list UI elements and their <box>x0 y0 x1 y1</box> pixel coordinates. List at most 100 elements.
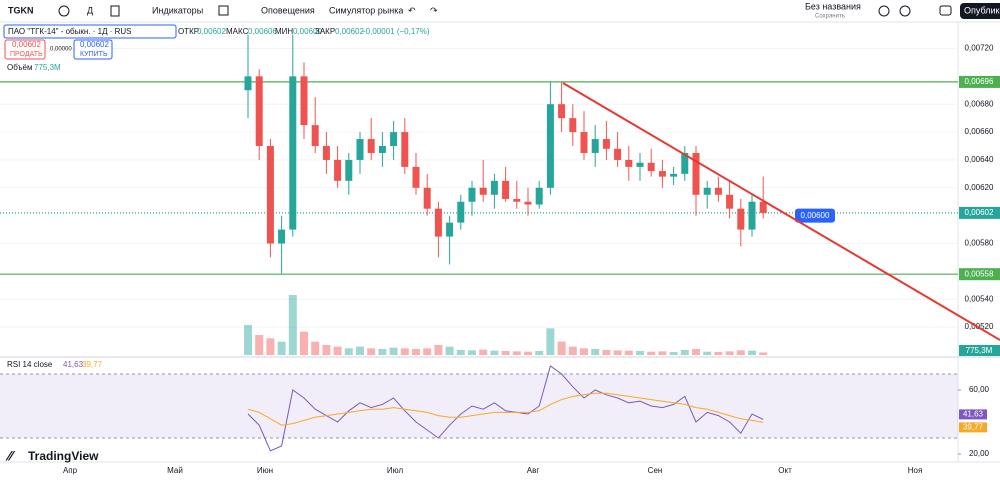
candle-body <box>692 152 700 195</box>
volume-bar <box>479 349 488 355</box>
volume-bar <box>400 348 409 355</box>
price-label-bg <box>959 75 1000 88</box>
sell-label[interactable]: ПРОДАТЬ <box>10 51 43 58</box>
volume-bar <box>636 351 644 355</box>
volume-bar <box>680 350 689 355</box>
candle-body <box>479 187 487 195</box>
time-label: Май <box>167 466 183 475</box>
volume-label-bg <box>959 345 1000 356</box>
search[interactable] <box>878 5 890 17</box>
buy-price[interactable]: 0,00602 <box>80 40 109 49</box>
volume-bar <box>512 351 521 355</box>
time-label: Апр <box>63 466 78 475</box>
candle-body <box>378 146 386 153</box>
rsi-axis-label: 41,63 <box>963 410 984 419</box>
price-tick-label: 0,00720 <box>965 44 994 53</box>
sell-price[interactable]: 0,00602 <box>12 40 41 49</box>
volume-bar <box>703 351 712 355</box>
low-label: МИН <box>275 27 293 36</box>
rsi-axis-label: 39,77 <box>963 422 984 431</box>
volume-title: Объём <box>7 63 33 72</box>
candle-body <box>614 148 622 160</box>
high-value: 0,00606 <box>248 27 277 36</box>
settings[interactable] <box>899 5 911 17</box>
candle-body <box>546 104 554 188</box>
candle-body <box>737 208 745 230</box>
indicators[interactable]: Индикаторы <box>152 5 203 15</box>
volume-bar <box>736 350 745 355</box>
legend-title: ПАО "ТГК-14" - обыкн. · 1Д · RUS <box>8 27 131 36</box>
volume-bar <box>356 346 364 355</box>
snapshot[interactable] <box>939 5 952 16</box>
layout-status: Сохранить <box>815 14 845 20</box>
buy-button[interactable] <box>73 39 113 60</box>
volume-bar <box>725 351 734 355</box>
layout-name[interactable]: Без названия <box>805 1 861 11</box>
brand: TradingView <box>28 449 99 463</box>
candle-body <box>434 208 442 237</box>
volume-bar <box>759 352 768 355</box>
candle-body <box>524 201 532 205</box>
publish-label[interactable]: Опубликовать <box>964 5 1000 15</box>
chart-style[interactable] <box>110 5 120 17</box>
add-symbol[interactable] <box>58 5 70 17</box>
price-label: 0,00696 <box>965 77 994 86</box>
volume-bar <box>647 351 656 355</box>
crosshair-price: 0,00600 <box>801 211 830 220</box>
rsi-tick-label: 20,00 <box>969 449 990 458</box>
candle-body <box>356 139 364 160</box>
volume-bar <box>378 349 387 355</box>
price-label-bg <box>959 206 1000 219</box>
volume-bar <box>580 348 588 355</box>
volume-bar <box>344 348 353 355</box>
symbol-box[interactable] <box>3 24 177 39</box>
volume-bar <box>557 341 566 355</box>
candle-body <box>670 173 678 177</box>
publish-button[interactable] <box>960 3 1000 19</box>
candle-body <box>334 159 342 181</box>
volume-bar <box>412 349 420 355</box>
rsi-tick-label: 60,00 <box>969 385 990 394</box>
high-label: МАКС <box>226 27 249 36</box>
price-tick-label: 0,00680 <box>965 99 994 108</box>
candle-body <box>289 76 297 230</box>
undo[interactable]: ↶ <box>408 5 416 15</box>
volume-bar <box>658 351 667 355</box>
candle-body <box>300 76 308 126</box>
price-tick-label: 0,00660 <box>965 127 994 136</box>
buy-label[interactable]: КУПИТЬ <box>80 51 108 58</box>
sell-button[interactable] <box>4 39 46 60</box>
replay[interactable]: Симулятор рынка <box>329 5 403 15</box>
templates[interactable] <box>218 5 229 16</box>
price-label: 0,00602 <box>965 208 994 217</box>
candle-body <box>502 180 510 199</box>
volume-bar <box>456 350 465 355</box>
panes: Апр Май Июн Июл Авг Сен Окт Ноя 0,00720 0,00680 0,… <box>0 22 1000 475</box>
volume-bar <box>322 345 331 355</box>
price-label: 0,00558 <box>965 269 994 278</box>
volume-bar <box>669 352 678 355</box>
redo[interactable]: ↷ <box>430 5 438 15</box>
symbol[interactable]: TGKN <box>8 5 34 15</box>
candle-body <box>255 76 263 147</box>
volume-bar <box>624 350 633 355</box>
volume-bar <box>524 351 532 355</box>
candle-body <box>367 139 375 153</box>
rsi-band <box>0 374 958 438</box>
candle-body <box>266 146 274 244</box>
candle-body <box>591 139 599 153</box>
alerts[interactable]: Оповещения <box>261 5 315 15</box>
interval[interactable]: Д <box>87 5 93 15</box>
price-tick-label: 0,00640 <box>965 155 994 164</box>
tv-logo: ⁄⁄ <box>5 448 15 464</box>
volume-bar <box>501 351 510 355</box>
time-label: Авг <box>527 466 540 475</box>
volume-bar <box>389 347 398 355</box>
price-tick-label: 0,00540 <box>965 294 994 303</box>
toolbar-bg <box>0 0 1000 22</box>
volume-bar <box>277 341 286 355</box>
candle-body <box>580 132 588 153</box>
trend-line[interactable] <box>562 82 1000 341</box>
candle-body <box>647 162 655 172</box>
